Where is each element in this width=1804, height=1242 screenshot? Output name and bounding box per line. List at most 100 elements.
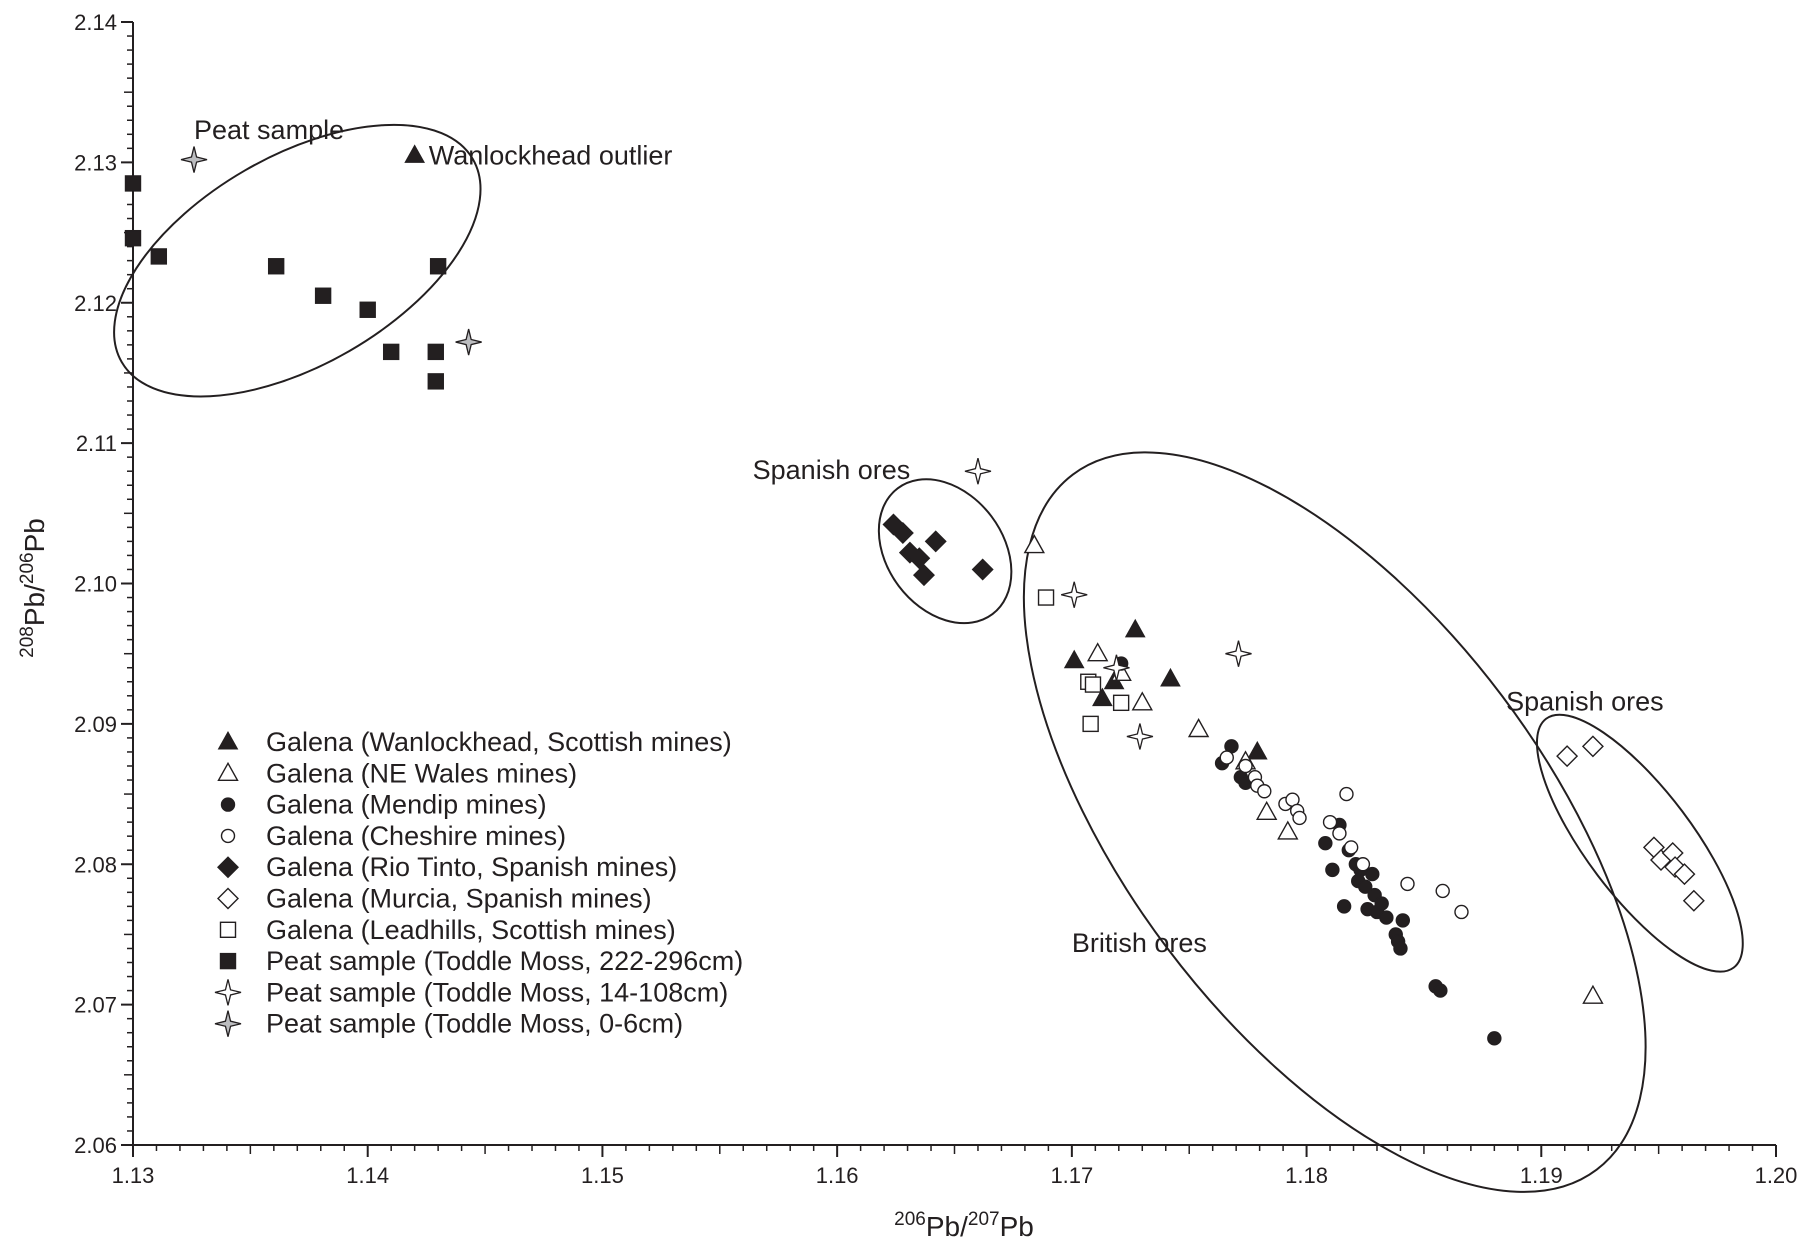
- x-tick-label: 1.20: [1755, 1163, 1798, 1188]
- y-axis-label-base1: Pb/: [19, 584, 50, 626]
- y-tick-label: 2.09: [74, 712, 117, 737]
- legend-label: Galena (Wanlockhead, Scottish mines): [266, 727, 732, 757]
- y-tick-label: 2.12: [74, 291, 117, 316]
- marker-circle-open: [1400, 876, 1415, 892]
- y-axis-label-sup2: 206: [17, 552, 38, 584]
- legend: Galena (Wanlockhead, Scottish mines)Gale…: [214, 727, 743, 1039]
- marker-star-open: [1126, 723, 1154, 750]
- marker-circle-open: [220, 828, 236, 844]
- marker-circle-open: [1292, 810, 1307, 826]
- marker-square-open: [219, 921, 237, 938]
- marker-star-open: [964, 458, 992, 485]
- marker-diamond-filled: [217, 856, 239, 879]
- y-tick-label: 2.10: [74, 572, 117, 597]
- marker-triangle-filled: [1160, 667, 1181, 687]
- marker-star-grey: [214, 1010, 242, 1037]
- y-tick-label: 2.14: [74, 10, 117, 35]
- group-ellipses: [113, 123, 1744, 1193]
- y-tick-label: 2.13: [74, 150, 117, 175]
- marker-circle-filled: [220, 797, 236, 812]
- marker-diamond-open: [1673, 863, 1696, 886]
- group-ellipse: [1535, 713, 1744, 973]
- marker-square-filled: [359, 301, 376, 318]
- marker-circle-open: [1238, 758, 1253, 774]
- marker-circle-open: [1339, 786, 1354, 802]
- marker-diamond-filled: [891, 521, 914, 544]
- marker-square-filled: [427, 373, 444, 390]
- x-axis-label: 206Pb/207Pb: [894, 1209, 1034, 1242]
- y-axis-label: 208Pb/206Pb: [17, 518, 50, 658]
- x-tick-label: 1.14: [346, 1163, 389, 1188]
- group-ellipse: [1022, 451, 1647, 1193]
- annotation-label: Spanish ores: [1506, 686, 1664, 716]
- marker-circle-filled: [1374, 896, 1389, 911]
- marker-triangle-filled: [404, 144, 426, 163]
- marker-star-open: [1061, 581, 1088, 608]
- axes: 1.13 1.14 1.15 1.16 1.17 1.18 1.19 1.20 2.06 2.07…: [74, 10, 1797, 1188]
- marker-star-grey: [455, 328, 482, 356]
- marker-triangle-open: [1277, 820, 1299, 840]
- marker-square-filled: [427, 343, 444, 361]
- marker-star-open: [1225, 640, 1252, 667]
- annotation-label: British ores: [1072, 928, 1207, 958]
- marker-diamond-filled: [924, 530, 947, 553]
- annotation-label: Wanlockhead outlier: [429, 140, 673, 170]
- x-axis-label-base1: Pb/: [926, 1211, 968, 1242]
- group-ellipse: [113, 123, 482, 398]
- marker-circle-open: [1435, 883, 1450, 899]
- x-tick-label: 1.15: [581, 1163, 624, 1188]
- marker-triangle-open: [1023, 534, 1045, 554]
- marker-square-filled: [124, 229, 142, 247]
- marker-square-open: [1037, 589, 1055, 606]
- marker-circle-open: [1257, 784, 1272, 799]
- marker-circle-open: [1343, 840, 1359, 855]
- marker-triangle-open: [217, 761, 239, 781]
- y-axis-label-base2: Pb: [19, 518, 50, 552]
- x-tick-label: 1.13: [112, 1163, 155, 1188]
- marker-square-open: [1084, 676, 1102, 693]
- y-tick-label: 2.07: [74, 993, 117, 1018]
- marker-circle-filled: [1325, 862, 1340, 878]
- marker-star-open: [1103, 654, 1130, 681]
- marker-star-grey: [180, 146, 208, 173]
- marker-square-filled: [314, 287, 332, 304]
- marker-circle-filled: [1487, 1031, 1502, 1046]
- legend-label: Galena (Cheshire mines): [266, 821, 566, 851]
- marker-diamond-open: [1556, 745, 1579, 768]
- marker-circle-filled: [1393, 941, 1408, 956]
- marker-triangle-open: [1086, 642, 1109, 662]
- marker-diamond-filled: [912, 564, 935, 587]
- marker-triangle-open: [1582, 984, 1604, 1004]
- marker-circle-open: [1219, 750, 1234, 765]
- marker-square-filled: [429, 258, 447, 275]
- marker-star-open: [214, 979, 242, 1006]
- marker-circle-open: [1332, 826, 1347, 841]
- x-tick-label: 1.19: [1520, 1163, 1563, 1188]
- marker-circle-filled: [1358, 879, 1373, 894]
- group-ellipse: [877, 478, 1013, 625]
- marker-triangle-open: [1131, 691, 1153, 711]
- legend-label: Peat sample (Toddle Moss, 0-6cm): [266, 1009, 683, 1039]
- marker-square-open: [1082, 715, 1099, 733]
- data-points: [124, 144, 1705, 1046]
- x-tick-label: 1.17: [1050, 1163, 1093, 1188]
- marker-diamond-filled: [908, 547, 931, 570]
- marker-square-filled: [267, 258, 285, 275]
- x-axis-label-base2: Pb: [1000, 1211, 1034, 1242]
- marker-triangle-filled: [1063, 649, 1085, 669]
- marker-circle-filled: [1433, 983, 1448, 998]
- legend-label: Galena (NE Wales mines): [266, 758, 577, 788]
- annotation-label: Peat sample: [194, 115, 344, 145]
- marker-circle-open: [1355, 857, 1371, 872]
- x-tick-label: 1.18: [1285, 1163, 1328, 1188]
- marker-triangle-filled: [1092, 687, 1113, 707]
- y-tick-label: 2.06: [74, 1133, 117, 1158]
- marker-circle-filled: [1365, 866, 1380, 882]
- marker-triangle-open: [1187, 718, 1210, 738]
- marker-circle-filled: [1318, 835, 1333, 851]
- marker-square-filled: [150, 248, 168, 265]
- legend-label: Galena (Mendip mines): [266, 790, 547, 820]
- annotation-label: Spanish ores: [753, 455, 911, 485]
- marker-triangle-filled: [1246, 740, 1268, 760]
